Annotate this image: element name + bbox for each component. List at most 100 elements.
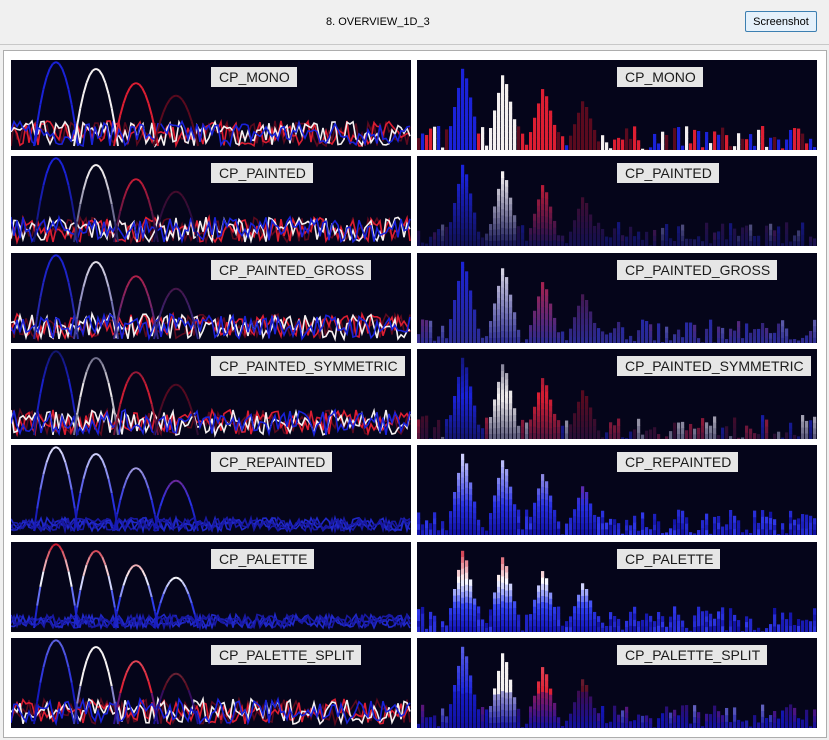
bar-segment <box>505 180 509 187</box>
bar-segment <box>505 620 509 627</box>
bar-segment <box>721 613 725 621</box>
peak-segment-1 <box>85 556 91 566</box>
noise-line-2 <box>11 697 411 726</box>
bar-segment <box>537 404 541 411</box>
bar-segment <box>557 426 561 434</box>
bar-segment <box>777 533 781 535</box>
peak-segment-0 <box>39 474 45 491</box>
bar-segment <box>537 308 541 315</box>
bar-segment <box>637 145 641 150</box>
bar-segment <box>697 236 701 242</box>
bar-segment <box>529 331 533 338</box>
bar-segment <box>501 516 505 524</box>
bar-segment <box>797 529 801 535</box>
peak-segment-3 <box>172 576 177 580</box>
bar-segment <box>609 612 613 620</box>
bar-segment <box>705 518 709 525</box>
bar-segment <box>697 722 701 728</box>
peak-segment-1 <box>98 262 104 269</box>
bar-segment <box>525 433 529 439</box>
peak-segment-1 <box>92 645 97 650</box>
peak-segment-0 <box>67 185 73 202</box>
bar-segment <box>493 405 497 412</box>
bar-segment <box>637 432 641 439</box>
bar-segment <box>753 433 757 439</box>
bar-segment <box>725 432 729 439</box>
bar-segment <box>781 331 785 338</box>
bar-segment <box>585 306 589 313</box>
bar-segment <box>557 717 561 724</box>
bar-segment <box>505 680 509 687</box>
bar-segment <box>501 569 505 577</box>
bar-segment <box>549 416 553 423</box>
bar-segment <box>549 138 553 145</box>
bar-segment <box>781 337 785 343</box>
peak-segment-2 <box>150 403 156 419</box>
bar-segment <box>457 721 461 728</box>
bar-segment <box>801 228 805 235</box>
bar-segment <box>449 132 453 139</box>
peak-segment-0 <box>67 378 73 395</box>
bar-segment <box>701 241 705 246</box>
bar-segment <box>753 240 757 246</box>
bar-segment <box>625 717 629 724</box>
bar-segment <box>549 144 553 150</box>
peak-segment-3 <box>187 496 193 507</box>
bar-segment <box>593 136 597 144</box>
bar-segment <box>769 523 773 530</box>
bar-segment <box>669 717 673 724</box>
bar-segment <box>505 614 509 621</box>
bar-segment <box>665 332 669 339</box>
bar-segment <box>613 335 617 343</box>
bar-segment <box>453 703 457 711</box>
bar-segment <box>489 620 493 627</box>
bar-segment <box>501 177 505 185</box>
bar-segment <box>801 415 805 422</box>
bar-segment <box>693 620 697 627</box>
bar-segment <box>513 125 517 133</box>
bar-segment <box>653 133 657 140</box>
bar-segment <box>449 716 453 723</box>
bar-segment <box>653 529 657 535</box>
bar-segment <box>501 395 505 403</box>
bar-segment <box>509 522 513 530</box>
peak-segment-0 <box>48 352 54 359</box>
bar-segment <box>517 620 521 627</box>
bar-segment <box>473 705 477 712</box>
bar-segment <box>681 705 685 712</box>
bar-segment <box>501 183 505 191</box>
bar-segment <box>497 303 501 310</box>
bar-segment <box>541 480 545 487</box>
bar-segment <box>673 721 677 728</box>
bar-segment <box>761 704 765 711</box>
bar-segment <box>581 306 585 314</box>
peak-segment-0 <box>33 316 39 340</box>
bar-segment <box>597 430 601 439</box>
bar-segment <box>493 529 497 535</box>
peak-segment-2 <box>116 114 122 130</box>
bar-segment <box>461 669 465 677</box>
bar-segment <box>517 626 521 632</box>
bar-segment <box>649 245 653 246</box>
bar-segment <box>461 308 465 315</box>
bar-segment <box>473 518 477 525</box>
bar-segment <box>493 495 497 502</box>
bar-segment <box>505 566 509 573</box>
bar-segment <box>453 432 457 439</box>
peak-segment-0 <box>45 357 51 367</box>
peak-segment-2 <box>141 472 147 481</box>
bar-segment <box>733 234 737 241</box>
bar-segment <box>457 94 461 101</box>
bar-segment <box>681 716 685 723</box>
bar-segment <box>685 126 689 133</box>
bar-segment <box>473 507 477 514</box>
bar-segment <box>473 615 477 622</box>
bar-segment <box>453 113 457 120</box>
screenshot-button[interactable]: Screenshot <box>745 11 817 32</box>
bar-segment <box>417 626 421 632</box>
bar-segment <box>505 210 509 217</box>
bar-segment <box>577 118 581 126</box>
bar-segment <box>705 143 709 150</box>
bar-segment <box>457 233 461 241</box>
bar-segment <box>649 626 653 632</box>
